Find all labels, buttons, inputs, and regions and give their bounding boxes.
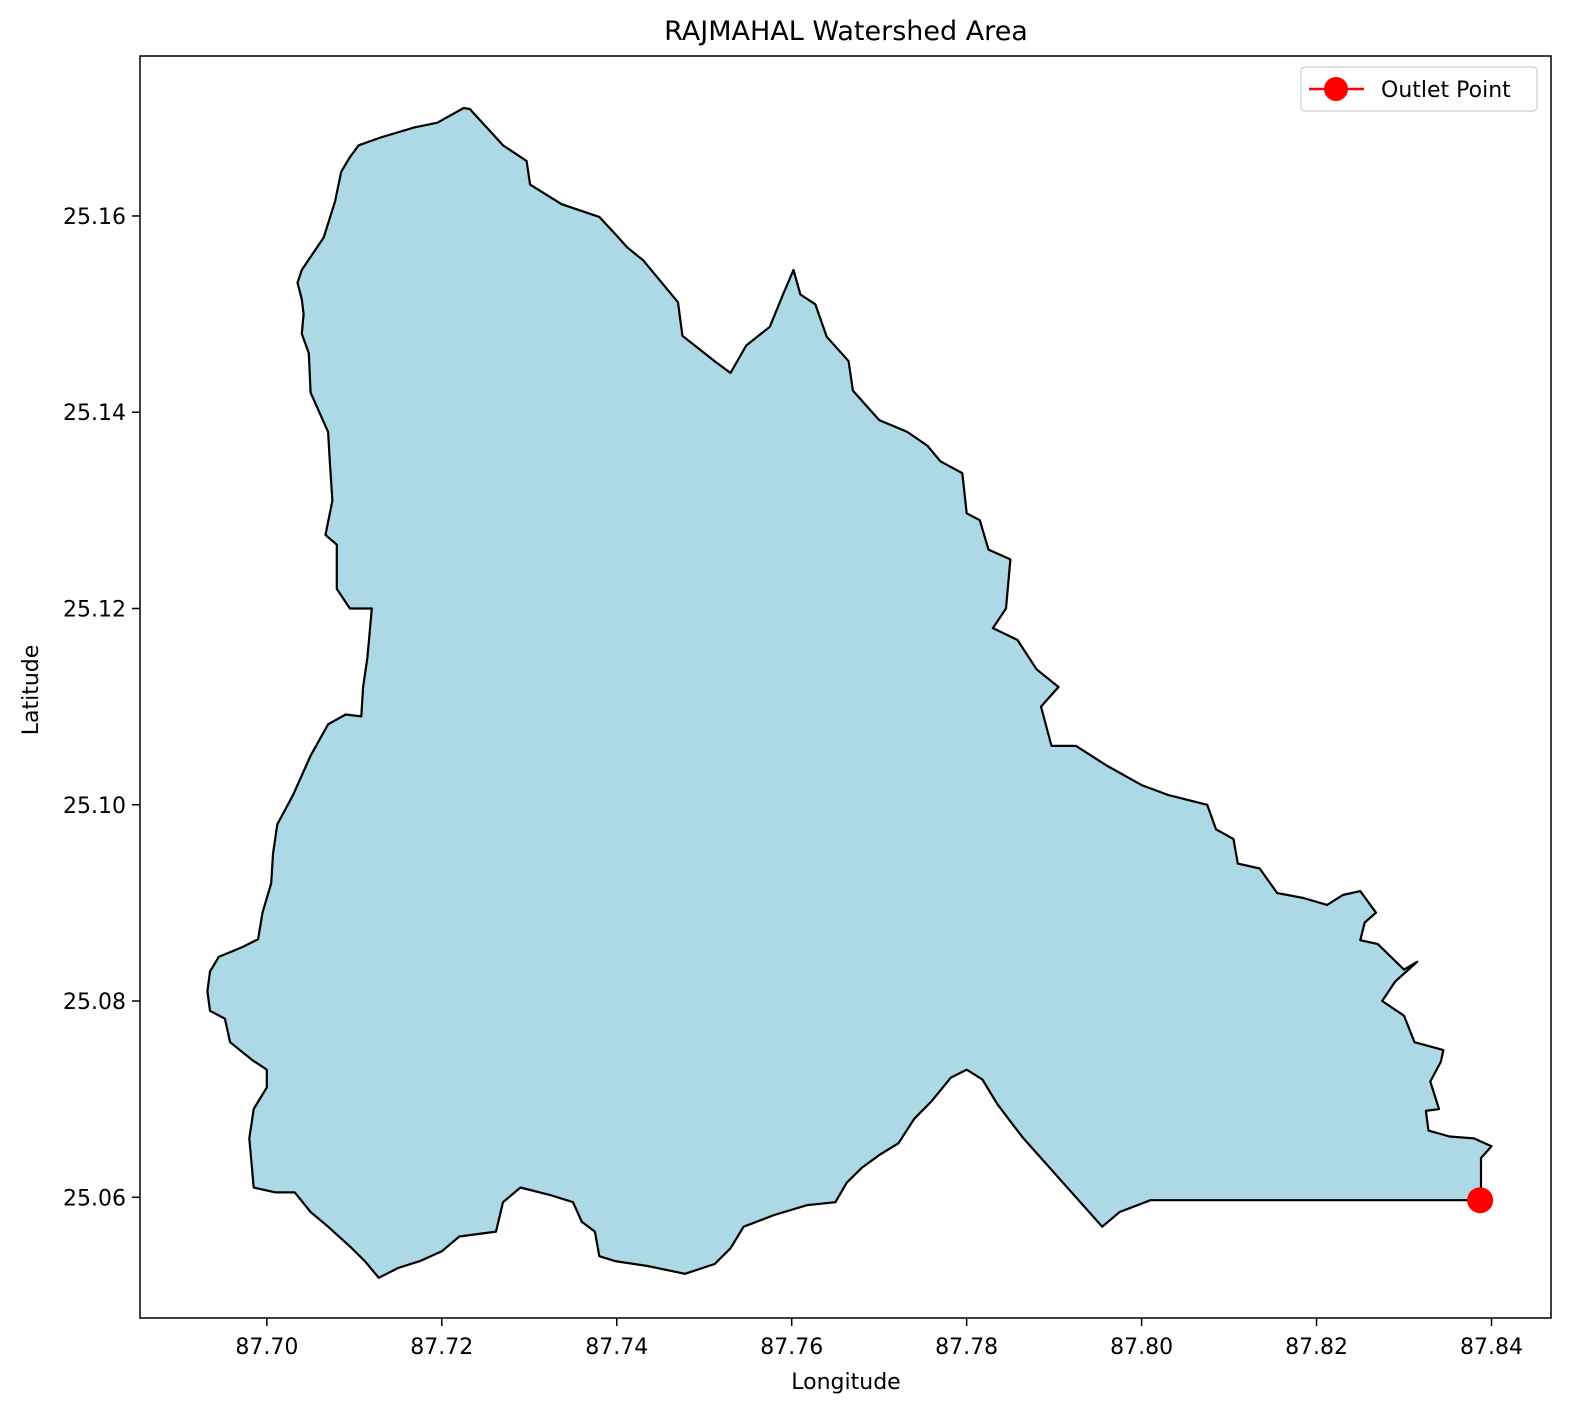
watershed-polygon	[206, 106, 1493, 1279]
y-tick-label: 25.06	[63, 1186, 126, 1211]
plot-area	[206, 106, 1494, 1279]
x-axis-ticks: 87.70 87.72 87.74 87.76 87.78 87.80 87.82 87.84	[235, 1318, 1523, 1360]
y-tick-label: 25.12	[63, 597, 126, 622]
y-axis-label: Latitude	[19, 645, 44, 736]
x-tick-label: 87.84	[1460, 1335, 1523, 1360]
y-tick-label: 25.08	[63, 990, 126, 1015]
x-axis-label: Longitude	[791, 1370, 900, 1395]
x-tick-label: 87.76	[760, 1335, 823, 1360]
legend-box	[1300, 66, 1538, 112]
x-tick-label: 87.82	[1285, 1335, 1348, 1360]
x-tick-label: 87.78	[935, 1335, 998, 1360]
chart-title: RAJMAHAL Watershed Area	[664, 16, 1028, 47]
y-tick-label: 25.14	[63, 401, 126, 426]
legend-label-outlet-point: Outlet Point	[1381, 78, 1511, 103]
y-tick-label: 25.16	[63, 205, 126, 230]
x-tick-label: 87.80	[1110, 1335, 1173, 1360]
x-tick-label: 87.72	[410, 1335, 473, 1360]
x-tick-label: 87.74	[585, 1335, 648, 1360]
x-tick-label: 87.70	[235, 1335, 298, 1360]
axes-frame	[139, 55, 1552, 1319]
y-tick-label: 25.10	[63, 794, 126, 819]
legend-marker-sample	[1324, 77, 1348, 101]
outlet-point-marker[interactable]	[1467, 1187, 1494, 1214]
y-axis-ticks: 25.06 25.08 25.10 25.12 25.14 25.16	[63, 205, 140, 1211]
legend: Outlet Point	[1300, 66, 1538, 112]
